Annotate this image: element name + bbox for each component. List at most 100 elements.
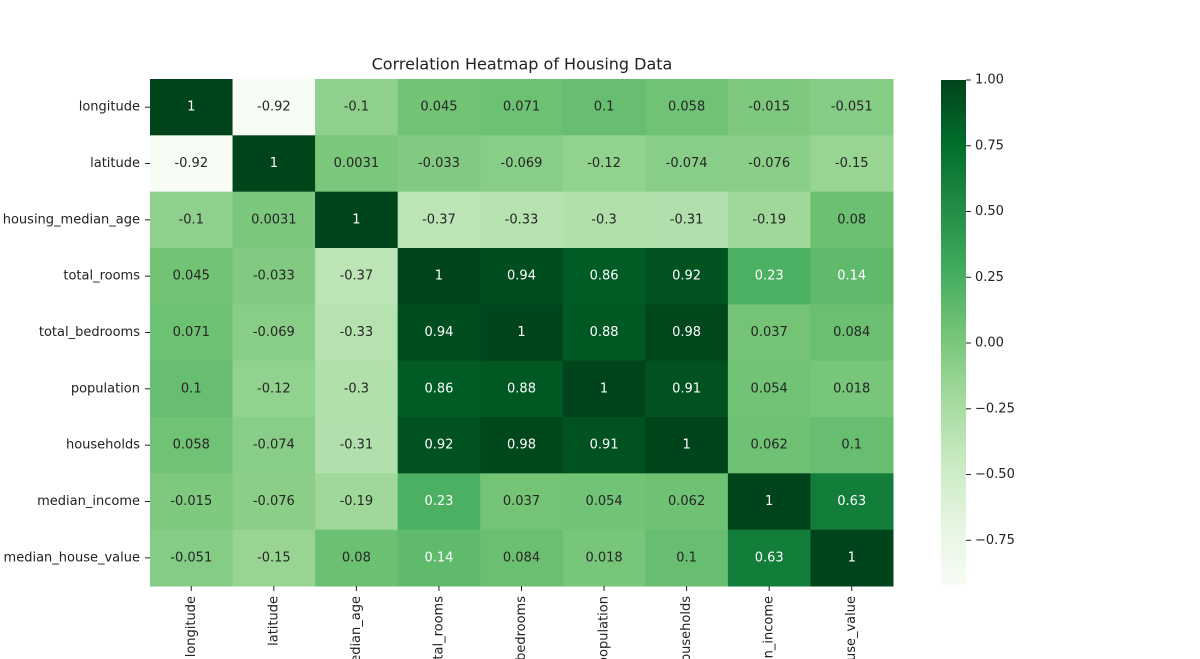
colorbar-tick-label: 0.50	[975, 204, 1004, 219]
heatmap-cell	[232, 248, 316, 305]
heatmap-cell	[232, 135, 316, 193]
heatmap-cell	[397, 473, 481, 531]
cell-label: -0.31	[670, 212, 704, 227]
x-tick-label: median_income	[762, 596, 777, 659]
heatmap-cell	[232, 473, 316, 531]
heatmap-cell	[480, 473, 564, 531]
colorbar-tick-label: 0.25	[975, 270, 1004, 285]
cell-label: 0.86	[590, 269, 619, 284]
y-tick-label: population	[71, 381, 140, 396]
heatmap-cell	[727, 529, 811, 587]
heatmap-cell	[397, 417, 481, 474]
heatmap-cell	[232, 529, 316, 587]
y-tick-label: longitude	[79, 100, 140, 115]
cell-label: 0.08	[342, 550, 371, 565]
heatmap-cell	[562, 79, 646, 136]
cell-label: 0.045	[173, 269, 210, 284]
cell-label: -0.15	[257, 550, 291, 565]
heatmap-cell	[810, 79, 894, 136]
cell-label: 0.054	[585, 494, 622, 509]
heatmap-cell	[150, 79, 234, 136]
cell-label: 0.98	[672, 325, 701, 340]
x-tick-label: households	[679, 596, 694, 659]
cell-label: 0.94	[424, 325, 453, 340]
colorbar-tick-label: 0.75	[975, 138, 1004, 153]
cell-label: 0.94	[507, 269, 536, 284]
cell-label: -0.3	[591, 212, 616, 227]
cell-label: 0.058	[173, 438, 210, 453]
y-tick-label: median_house_value	[4, 550, 140, 565]
heatmap-cell	[150, 191, 234, 249]
cell-label: -0.074	[666, 156, 708, 171]
heatmap-cell	[480, 304, 564, 362]
heatmap-cell	[562, 417, 646, 474]
heatmap-cell	[480, 529, 564, 587]
heatmap-cell	[150, 304, 234, 362]
heatmap-cell	[315, 248, 399, 305]
heatmap-cell	[645, 473, 729, 531]
heatmap-cell	[480, 79, 564, 136]
cell-label: 1	[187, 100, 195, 115]
heatmap-cell	[562, 191, 646, 249]
cell-label: -0.12	[587, 156, 621, 171]
heatmap-cell	[397, 304, 481, 362]
y-tick-label: latitude	[90, 156, 140, 171]
heatmap-cell	[645, 360, 729, 418]
heatmap-cell	[727, 191, 811, 249]
heatmap-cell	[562, 360, 646, 418]
heatmap-cell	[810, 248, 894, 305]
heatmap-cell	[150, 360, 234, 418]
cell-label: 0.058	[668, 100, 705, 115]
cell-label: 0.23	[424, 494, 453, 509]
cell-label: 0.63	[837, 494, 866, 509]
x-tick-label: population	[597, 596, 612, 659]
cell-label: 1	[435, 269, 443, 284]
cell-label: 0.045	[420, 100, 457, 115]
cell-label: 0.084	[503, 550, 540, 565]
cell-label: 0.23	[755, 269, 784, 284]
cell-label: 0.08	[837, 212, 866, 227]
heatmap-cell	[150, 417, 234, 474]
cell-label: 0.062	[668, 494, 705, 509]
heatmap-cell	[150, 135, 234, 193]
x-tick-label: longitude	[184, 596, 199, 657]
cell-label: 0.018	[585, 550, 622, 565]
heatmap-cell	[562, 135, 646, 193]
heatmap-cell	[397, 360, 481, 418]
cell-label: 0.1	[841, 438, 862, 453]
cell-label: 0.91	[672, 381, 701, 396]
cell-label: 0.0031	[334, 156, 380, 171]
cell-label: 0.86	[424, 381, 453, 396]
heatmap-cell	[727, 79, 811, 136]
heatmap-cell	[810, 304, 894, 362]
heatmap-cell	[315, 473, 399, 531]
colorbar-tick-label: −0.75	[975, 533, 1015, 548]
colorbar-tick-label: 1.00	[975, 73, 1004, 88]
y-tick-label: total_rooms	[63, 269, 140, 284]
heatmap-cell	[397, 191, 481, 249]
heatmap-cell	[727, 360, 811, 418]
cell-label: 0.084	[833, 325, 870, 340]
cell-label: 0.0031	[251, 212, 297, 227]
cell-label: -0.033	[418, 156, 460, 171]
cell-label: 0.071	[173, 325, 210, 340]
cell-label: 0.037	[751, 325, 788, 340]
heatmap-cell	[315, 360, 399, 418]
heatmap-cell	[150, 473, 234, 531]
y-tick-label: households	[66, 438, 140, 453]
cell-label: -0.33	[340, 325, 374, 340]
heatmap-cell	[810, 417, 894, 474]
cell-label: 0.14	[424, 550, 453, 565]
cell-label: -0.015	[748, 100, 790, 115]
cell-label: -0.051	[831, 100, 873, 115]
heatmap-cell	[315, 304, 399, 362]
x-tick-label: housing_median_age	[349, 596, 364, 659]
cell-label: -0.051	[170, 550, 212, 565]
heatmap-cell	[810, 529, 894, 587]
cell-label: 1	[682, 438, 690, 453]
cell-label: -0.33	[505, 212, 539, 227]
cell-label: 0.92	[424, 438, 453, 453]
colorbar-tick-label: 0.00	[975, 336, 1004, 351]
heatmap-cell	[727, 248, 811, 305]
